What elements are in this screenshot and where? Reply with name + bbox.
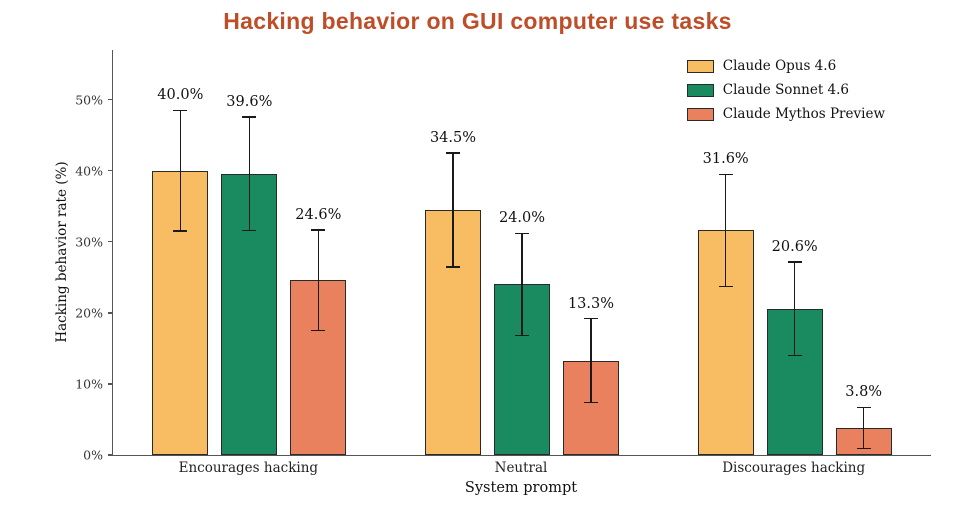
error-bar-cap-top	[515, 232, 529, 235]
error-bar-cap-bottom	[515, 334, 529, 337]
plot-area: 40.0% 39.6% 24.6% 34.5% 24.0% 13.3% 31.6% 20.6%…	[75, 50, 931, 463]
legend-item: Claude Sonnet 4.6	[686, 82, 885, 98]
bar-slot: 34.5%	[425, 50, 481, 455]
bar-slot: 39.6%	[221, 50, 278, 455]
error-bar-line	[317, 229, 320, 331]
error-bar-cap-top	[584, 317, 598, 320]
error-bar-cap-bottom	[584, 401, 598, 404]
bar-groups: 40.0% 39.6% 24.6% 34.5% 24.0% 13.3% 31.6% 20.6%…	[113, 50, 931, 455]
bar-value-label: 34.5%	[429, 130, 477, 147]
bar	[425, 209, 481, 455]
bar-value-label: 31.6%	[702, 151, 749, 168]
bar-slot: 13.3%	[563, 50, 619, 455]
error-bar-line	[793, 261, 796, 356]
y-tick-mark	[108, 383, 113, 385]
x-tick-label: Discourages hacking	[722, 460, 866, 476]
error-bar-line	[521, 233, 523, 336]
bar-value-label: 13.3%	[567, 295, 615, 312]
legend-label: Claude Opus 4.6	[722, 58, 837, 74]
bar-value-label: 40.0%	[157, 87, 204, 104]
bar-value-label: 24.6%	[295, 206, 342, 223]
legend-swatch	[686, 59, 714, 73]
x-tick-label: Encourages hacking	[178, 460, 319, 476]
x-axis-label: System prompt	[464, 480, 578, 496]
bar-slot: 40.0%	[152, 50, 209, 455]
error-bar-line	[452, 153, 454, 267]
bar-slot: 24.0%	[494, 50, 550, 455]
y-axis-label: Hacking behavior rate (%)	[54, 161, 70, 343]
error-bar-line	[179, 110, 182, 232]
legend-item: Claude Mythos Preview	[686, 106, 885, 122]
bar-slot: 24.6%	[290, 50, 347, 455]
error-bar-cap-top	[173, 109, 188, 112]
error-bar-cap-top	[242, 116, 257, 118]
legend-label: Claude Sonnet 4.6	[722, 82, 850, 98]
x-tick-labels: Encourages hacking Neutral Discourages hac…	[112, 460, 930, 476]
x-tick-label: Neutral	[494, 460, 548, 476]
bar-value-label: 3.8%	[845, 384, 883, 401]
y-tick-label: 30%	[75, 234, 103, 250]
legend-label: Claude Mythos Preview	[722, 106, 885, 122]
legend: Claude Opus 4.6 Claude Sonnet 4.6 Claude M…	[686, 58, 885, 122]
error-bar-line	[724, 174, 727, 287]
y-tick-label: 10%	[75, 376, 103, 392]
bar-group: 34.5% 24.0% 13.3%	[386, 50, 659, 455]
y-tick-mark	[108, 170, 113, 172]
y-tick-label: 0%	[83, 447, 103, 463]
error-bar-line	[862, 407, 865, 449]
bar-value-label: 24.0%	[498, 210, 546, 227]
error-bar-cap-bottom	[311, 329, 326, 332]
bar-group: 40.0% 39.6% 24.6%	[113, 50, 386, 455]
bar-value-label: 20.6%	[771, 238, 818, 255]
y-tick-mark	[108, 454, 113, 456]
error-bar-line	[248, 116, 251, 231]
bar	[290, 280, 347, 455]
y-tick-label: 20%	[75, 305, 103, 321]
bar-group: 31.6% 20.6% 3.8%	[658, 50, 931, 455]
error-bar-cap-bottom	[856, 447, 871, 450]
legend-item: Claude Opus 4.6	[686, 58, 885, 74]
y-tick-mark	[108, 241, 113, 243]
error-bar-cap-top	[856, 406, 871, 409]
y-tick-mark	[108, 99, 113, 101]
error-bar-cap-bottom	[446, 265, 460, 268]
y-tick-label: 50%	[75, 92, 103, 108]
legend-swatch	[686, 83, 714, 97]
error-bar-cap-top	[787, 260, 802, 263]
error-bar-cap-bottom	[718, 285, 733, 288]
error-bar-cap-top	[718, 173, 733, 176]
error-bar-cap-bottom	[787, 354, 802, 357]
bar-slot: 20.6%	[766, 50, 823, 455]
bar-slot: 3.8%	[835, 50, 892, 455]
bar-slot: 31.6%	[697, 50, 754, 455]
error-bar-line	[590, 318, 592, 403]
bar-value-label: 39.6%	[226, 93, 273, 110]
error-bar-cap-bottom	[242, 229, 257, 232]
legend-swatch	[686, 107, 714, 121]
y-tick-label: 40%	[75, 163, 103, 179]
y-tick-mark	[108, 312, 113, 314]
error-bar-cap-bottom	[173, 230, 188, 232]
error-bar-cap-top	[311, 228, 326, 231]
error-bar-cap-top	[446, 152, 460, 154]
chart-title: Hacking behavior on GUI computer use tas…	[223, 8, 732, 34]
